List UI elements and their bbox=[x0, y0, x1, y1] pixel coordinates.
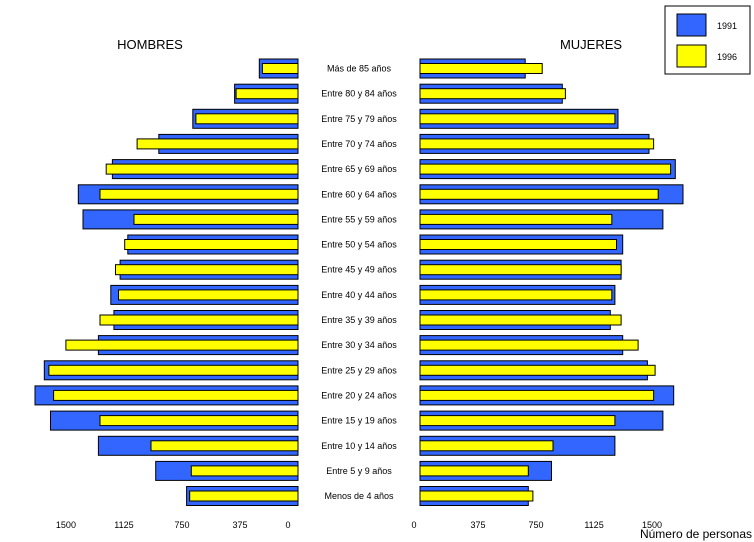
tick-label-right: 0 bbox=[411, 520, 416, 530]
tick-label-left: 750 bbox=[174, 520, 189, 530]
bar-hombres-1996 bbox=[195, 113, 299, 125]
category-label: Entre 80 y 84 años bbox=[321, 89, 397, 99]
category-label: Entre 40 y 44 años bbox=[321, 290, 397, 300]
bar-mujeres-1996 bbox=[419, 213, 613, 225]
bar-mujeres-1996 bbox=[419, 63, 543, 74]
bar-mujeres-1996 bbox=[419, 465, 529, 477]
bar-mujeres-1996 bbox=[419, 314, 622, 326]
category-labels: Más de 85 años Entre 80 y 84 años Entre 75… bbox=[321, 64, 397, 502]
bar-mujeres-1996 bbox=[419, 138, 655, 150]
bar-hombres-1996 bbox=[115, 264, 299, 276]
category-label: Entre 35 y 39 años bbox=[321, 315, 397, 325]
bar-hombres-1996 bbox=[124, 239, 299, 250]
legend-swatch-1996 bbox=[676, 44, 707, 68]
legend-swatch-1991 bbox=[676, 13, 707, 37]
bar-mujeres-1996 bbox=[419, 188, 659, 200]
tick-label-right: 750 bbox=[529, 520, 544, 530]
bar-mujeres-1996 bbox=[419, 88, 566, 100]
category-label: Entre 50 y 54 años bbox=[321, 240, 397, 250]
category-label: Entre 5 y 9 años bbox=[326, 466, 392, 476]
category-label: Entre 65 y 69 años bbox=[321, 164, 397, 174]
bar-mujeres-1996 bbox=[419, 440, 554, 452]
tick-label-left: 375 bbox=[232, 520, 247, 530]
bar-mujeres-1996 bbox=[419, 364, 656, 376]
bar-hombres-1996 bbox=[118, 289, 299, 301]
bar-hombres-1996 bbox=[99, 188, 299, 200]
bar-hombres-1996 bbox=[150, 440, 299, 452]
tick-labels: 1500 1125 750 375 0 0 375 750 1125 1500 bbox=[56, 520, 662, 530]
bar-mujeres-1996 bbox=[419, 289, 613, 301]
bar-mujeres-1996 bbox=[419, 163, 672, 175]
category-label: Entre 10 y 14 años bbox=[321, 441, 397, 451]
tick-label-left: 0 bbox=[285, 520, 290, 530]
bar-hombres-1996 bbox=[189, 490, 299, 502]
legend-label-1991: 1991 bbox=[717, 21, 737, 31]
category-label: Entre 70 y 74 años bbox=[321, 139, 397, 149]
tick-label-left: 1125 bbox=[114, 520, 133, 530]
category-label: Entre 75 y 79 años bbox=[321, 114, 397, 124]
bar-hombres-1996 bbox=[105, 163, 299, 175]
bar-hombres-1996 bbox=[99, 415, 299, 427]
category-label: Entre 45 y 49 años bbox=[321, 265, 397, 275]
bar-hombres-1996 bbox=[235, 88, 299, 100]
category-label: Más de 85 años bbox=[327, 64, 392, 74]
bar-hombres-1996 bbox=[99, 314, 299, 326]
category-label: Entre 15 y 19 años bbox=[321, 416, 397, 426]
bars-layer bbox=[34, 58, 684, 506]
bar-hombres-1996 bbox=[53, 389, 299, 401]
tick-label-right: 375 bbox=[470, 520, 485, 530]
category-label: Entre 30 y 34 años bbox=[321, 340, 397, 350]
bar-mujeres-1996 bbox=[419, 389, 655, 401]
left-title: HOMBRES bbox=[117, 37, 183, 52]
bar-mujeres-1996 bbox=[419, 490, 534, 502]
bar-hombres-1996 bbox=[133, 213, 299, 225]
x-axis-title: Número de personas bbox=[640, 527, 752, 541]
legend-label-1996: 1996 bbox=[717, 52, 737, 62]
bar-hombres-1996 bbox=[48, 364, 299, 376]
tick-label-left: 1500 bbox=[56, 520, 76, 530]
bar-mujeres-1996 bbox=[419, 339, 639, 351]
bar-mujeres-1996 bbox=[419, 113, 616, 125]
category-label: Entre 60 y 64 años bbox=[321, 189, 397, 199]
tick-label-right: 1500 bbox=[642, 520, 662, 530]
category-label: Entre 20 y 24 años bbox=[321, 390, 397, 400]
category-label: Entre 55 y 59 años bbox=[321, 214, 397, 224]
bar-hombres-1996 bbox=[65, 339, 299, 351]
tick-label-right: 1125 bbox=[584, 520, 603, 530]
category-label: Entre 25 y 29 años bbox=[321, 365, 397, 375]
bar-hombres-1996 bbox=[190, 465, 299, 477]
bar-mujeres-1996 bbox=[419, 239, 617, 250]
bar-mujeres-1996 bbox=[419, 264, 622, 276]
bar-hombres-1996 bbox=[136, 138, 299, 150]
legend: 1991 1996 bbox=[664, 5, 751, 75]
category-label: Menos de 4 años bbox=[324, 491, 394, 501]
right-title: MUJERES bbox=[560, 37, 622, 52]
bar-hombres-1996 bbox=[261, 63, 299, 74]
bar-mujeres-1996 bbox=[419, 415, 616, 427]
